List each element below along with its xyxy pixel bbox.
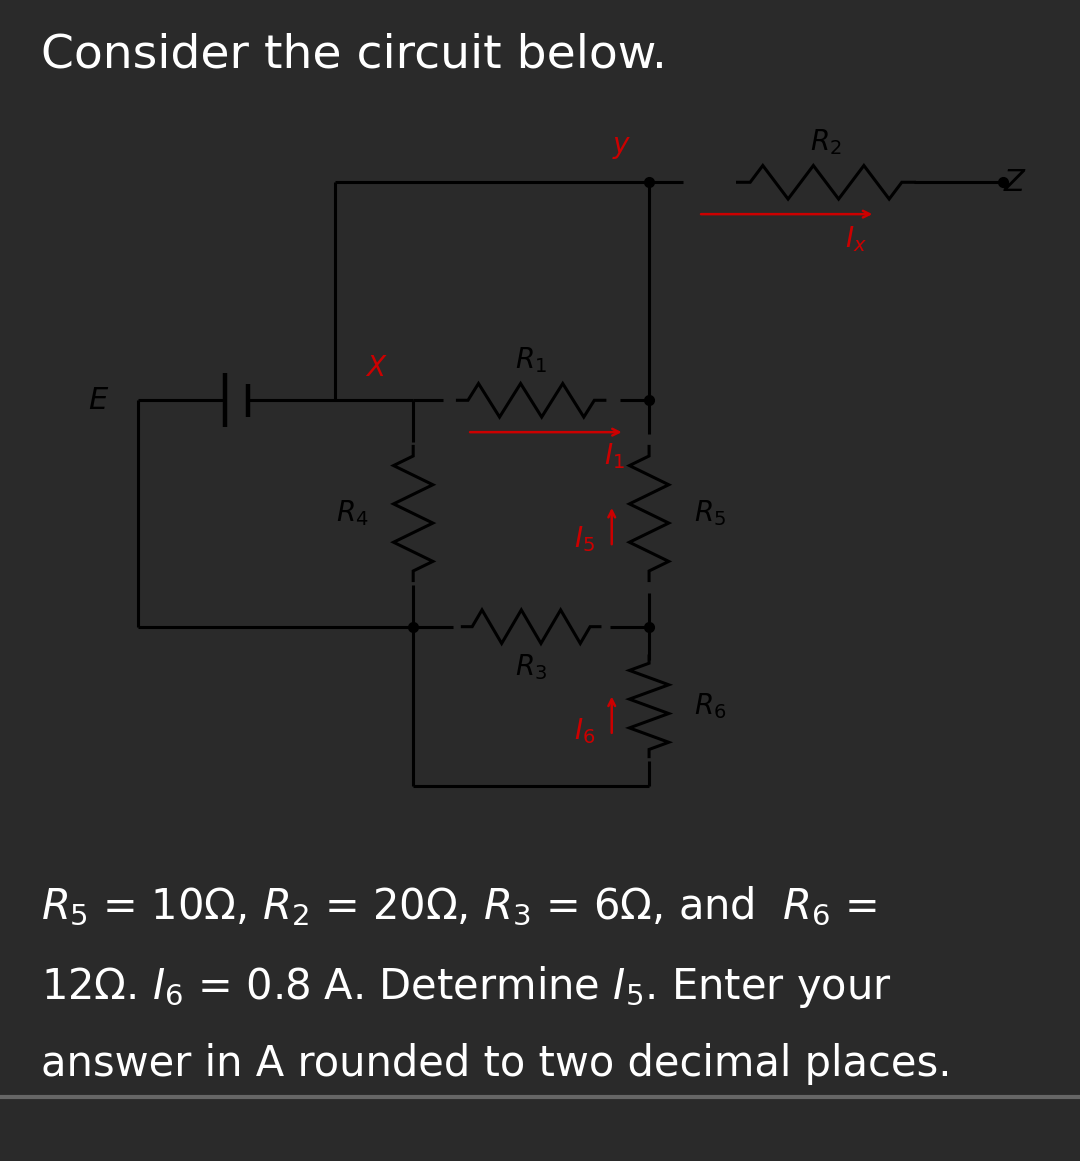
Text: $E$: $E$ [89, 384, 109, 416]
Text: $X$: $X$ [365, 355, 388, 382]
Text: $I_x$: $I_x$ [845, 224, 866, 254]
Text: 12Ω. $I_6$ = 0.8 A. Determine $I_5$. Enter your: 12Ω. $I_6$ = 0.8 A. Determine $I_5$. Ent… [41, 964, 892, 1010]
Text: $R_5$ = 10Ω, $R_2$ = 20Ω, $R_3$ = 6Ω, and  $R_6$ =: $R_5$ = 10Ω, $R_2$ = 20Ω, $R_3$ = 6Ω, an… [41, 885, 877, 928]
Text: $R_3$: $R_3$ [515, 652, 548, 682]
Text: answer in A rounded to two decimal places.: answer in A rounded to two decimal place… [41, 1043, 951, 1084]
Text: $I_6$: $I_6$ [573, 716, 595, 747]
Text: $R_1$: $R_1$ [515, 345, 548, 375]
Text: $Z$: $Z$ [1003, 167, 1027, 197]
Text: $R_2$: $R_2$ [810, 127, 841, 157]
Text: $I_5$: $I_5$ [573, 524, 595, 554]
Text: $y$: $y$ [612, 134, 632, 160]
Text: $R_4$: $R_4$ [336, 498, 368, 528]
Text: $R_6$: $R_6$ [693, 692, 726, 721]
Text: $R_5$: $R_5$ [694, 498, 726, 528]
Text: Consider the circuit below.: Consider the circuit below. [41, 33, 667, 78]
Text: $I_1$: $I_1$ [605, 441, 625, 470]
